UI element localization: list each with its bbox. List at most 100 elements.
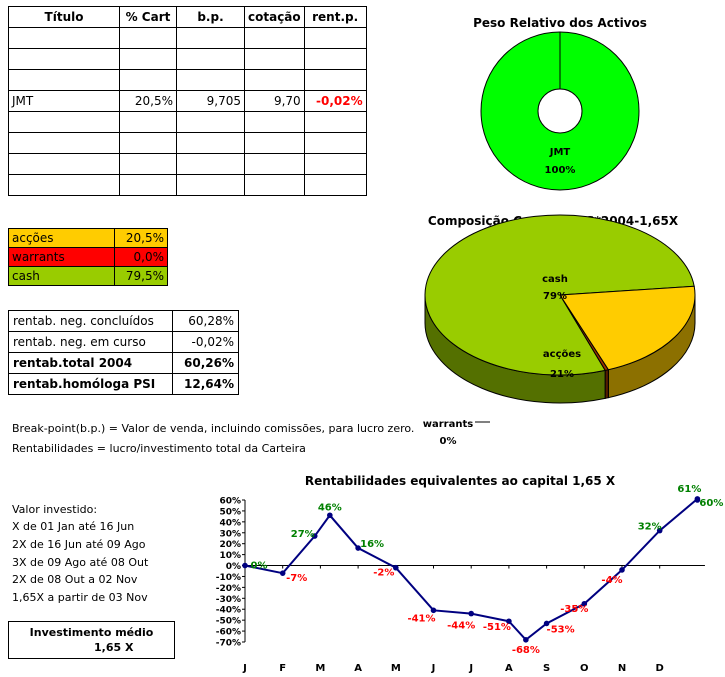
allocation-value: 79,5% — [114, 266, 168, 286]
table-cell — [303, 153, 367, 175]
pie-label-warrants: warrants — [423, 419, 473, 430]
returns-value: 60,28% — [172, 310, 239, 332]
data-label: -4% — [601, 575, 622, 586]
returns-label: rentab.homóloga PSI — [8, 373, 173, 395]
invested-line-4: 2X de 08 Out a 02 Nov — [12, 573, 138, 586]
returns-label: rentab.total 2004 — [8, 352, 173, 374]
pie-side-2 — [604, 369, 609, 399]
data-label: -41% — [407, 613, 435, 624]
y-tick-label: -70% — [216, 639, 241, 649]
table-cell: 9,705 — [176, 90, 245, 112]
table-row — [8, 153, 367, 175]
data-label: 61% — [677, 484, 701, 495]
avg-investment-box: Investimento médio 1,65 X — [8, 621, 175, 659]
series-point — [581, 600, 588, 607]
table-cell — [244, 48, 305, 70]
table-cell — [119, 153, 177, 175]
table-cell — [119, 174, 177, 196]
data-label: -2% — [373, 568, 394, 579]
x-tick-label: O — [580, 663, 589, 674]
series-point — [468, 610, 475, 617]
data-label: -51% — [483, 622, 511, 633]
table-row — [8, 48, 367, 70]
table-cell — [176, 132, 245, 154]
table-cell — [8, 27, 120, 49]
doughnut-title: Peso Relativo dos Activos — [473, 16, 647, 30]
invested-line-2: 2X de 16 Jun até 09 Ago — [12, 538, 146, 551]
returns-value: 60,26% — [172, 352, 239, 374]
series-point — [656, 527, 663, 534]
rentabilidades-note: Rentabilidades = lucro/investimento tota… — [12, 442, 306, 455]
data-label: 16% — [360, 539, 384, 550]
pie-body — [424, 214, 696, 404]
table-cell — [244, 153, 305, 175]
avg-investment-label: Investimento médio — [29, 626, 154, 639]
table-cell — [176, 153, 245, 175]
allocation-table: acções 20,5% warrants 0,0% cash 79,5% — [8, 228, 168, 286]
series-point — [430, 607, 437, 614]
table-cell — [119, 69, 177, 91]
table-cell — [8, 111, 120, 133]
pie-slice-1 — [559, 285, 696, 371]
series-line — [244, 496, 699, 642]
table-cell — [244, 132, 305, 154]
allocation-value: 0,0% — [114, 247, 168, 267]
composition-pie-chart: Composição Carteira JAS*2004-1,65X cash … — [423, 214, 696, 447]
invested-line-1: X de 01 Jan até 16 Jun — [12, 520, 135, 533]
data-label: 27% — [291, 529, 315, 540]
x-tick-label: J — [468, 663, 473, 674]
doughnut-slice-value: 100% — [545, 165, 576, 176]
table-cell — [119, 132, 177, 154]
allocation-label: cash — [8, 266, 115, 286]
col-header-cart: % Cart — [119, 6, 177, 28]
doughnut-slice-label: JMT — [549, 147, 571, 158]
series-point — [327, 512, 333, 519]
x-tick-label: S — [543, 663, 550, 674]
table-cell — [303, 132, 367, 154]
returns-row: rentab.total 2004 60,26% — [8, 352, 239, 374]
table-row: JMT 20,5% 9,705 9,70 -0,02% — [8, 90, 367, 112]
returns-table: rentab. neg. concluídos 60,28% rentab. neg… — [8, 310, 239, 395]
line-axes: 60%50%40%30%20%10%0%-10%-20%-30%-40%-50%… — [216, 497, 705, 674]
allocation-row: acções 20,5% — [8, 228, 168, 248]
table-cell — [303, 111, 367, 133]
table-cell — [303, 69, 367, 91]
table-cell — [8, 153, 120, 175]
table-cell — [244, 111, 305, 133]
y-tick-label: 0% — [226, 562, 241, 572]
table-row — [8, 111, 367, 133]
invested-line-3: 3X de 09 Ago até 08 Out — [12, 556, 149, 569]
doughnut-hole — [537, 88, 583, 134]
y-tick-label: 40% — [219, 518, 241, 528]
x-tick-label: A — [505, 663, 513, 674]
table-row — [8, 69, 367, 91]
y-tick-label: 60% — [219, 497, 241, 507]
pie-label-cash: cash — [542, 274, 568, 285]
series-point — [311, 533, 318, 539]
table-cell — [244, 174, 305, 196]
invested-line-5: 1,65X a partir de 03 Nov — [12, 591, 148, 604]
returns-label: rentab. neg. concluídos — [8, 310, 173, 332]
y-tick-label: 20% — [219, 540, 241, 550]
y-tick-label: -20% — [216, 584, 241, 594]
table-cell — [8, 132, 120, 154]
table-cell — [8, 69, 120, 91]
x-tick-label: J — [431, 663, 436, 674]
returns-row: rentab. neg. em curso -0,02% — [8, 331, 239, 353]
data-label: -68% — [512, 645, 540, 656]
table-cell — [244, 27, 305, 49]
allocation-row: warrants 0,0% — [8, 247, 168, 267]
y-tick-label: 30% — [219, 529, 241, 539]
series-point — [355, 545, 361, 551]
series-point — [279, 570, 286, 576]
table-cell — [303, 48, 367, 70]
allocation-label: warrants — [8, 247, 115, 267]
table-cell: 9,70 — [244, 90, 305, 112]
x-tick-label: D — [656, 663, 664, 674]
returns-line-chart: Rentabilidades equivalentes ao capital 1… — [216, 474, 724, 674]
data-label: -44% — [447, 621, 475, 632]
y-tick-label: 10% — [219, 551, 241, 561]
pie-label-accoes: acções — [543, 349, 581, 360]
y-tick-label: -50% — [216, 617, 241, 627]
returns-row: rentab. neg. concluídos 60,28% — [8, 310, 239, 332]
